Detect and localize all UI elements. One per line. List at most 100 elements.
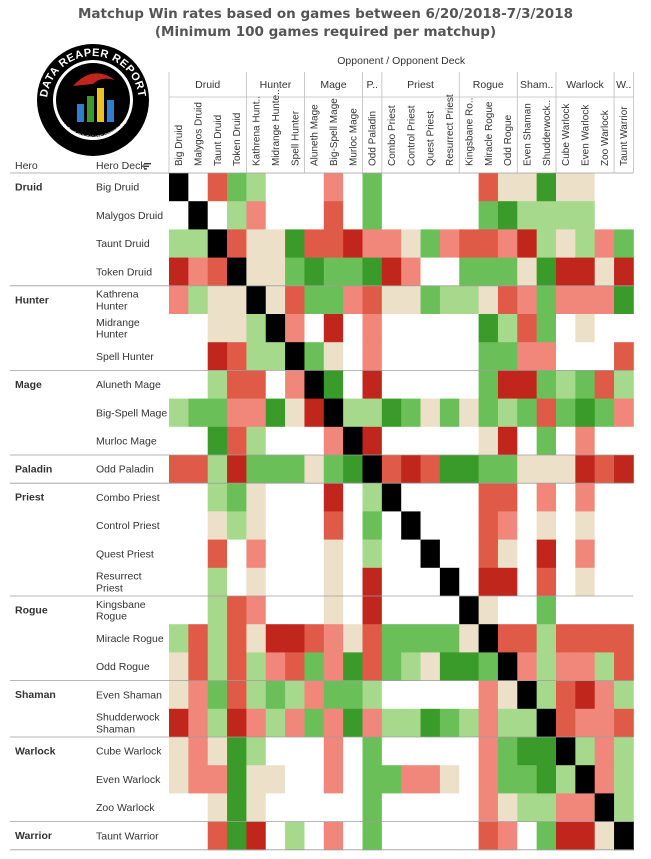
opponent-deck-label: Odd Paladin [368,111,379,166]
heatmap-cell [594,567,615,597]
heatmap-cell [343,652,363,681]
heatmap-cell [381,201,402,230]
heatmap-cell [381,370,402,399]
heatmap-cell [497,821,518,851]
sort-descending-icon[interactable] [144,163,151,170]
heatmap-cell [420,680,441,710]
heatmap-cell [323,342,344,371]
heatmap-cell [478,680,499,710]
heatmap-cell [478,652,499,681]
heatmap-cell [265,680,286,710]
heatmap-cell [265,567,286,597]
heatmap-cell [439,539,460,569]
heatmap-cell [188,765,209,794]
heatmap-cell [517,173,538,202]
hero-deck-label: Kathrena [96,289,139,301]
heatmap-cell [575,483,596,512]
hero-deck-label: Odd Rogue [96,661,150,673]
heatmap-cell [575,567,596,597]
heatmap-cell [594,285,615,315]
heatmap-cell [323,765,344,794]
heatmap-cell [323,173,344,202]
opponent-deck-label: Control Priest [406,105,417,166]
heatmap-cell [323,567,344,597]
heatmap-cell [614,821,634,851]
heatmap-cell [594,314,615,343]
heatmap-cell [420,201,441,230]
chart-title: Matchup Win rates based on games between… [78,6,573,22]
heatmap-cell [188,173,209,202]
opponent-deck-label: Quest Priest [426,111,437,166]
heatmap-cell [285,483,305,512]
heatmap-cell [614,596,634,625]
heatmap-cell [575,257,596,287]
heatmap-cell [246,821,267,851]
heatmap-cell [227,201,247,230]
heatmap-cell [401,173,421,202]
opponent-class-header: Warlock [566,79,604,91]
heatmap-cell [304,793,325,822]
heatmap-cell [343,229,363,258]
heatmap-cell [207,201,228,230]
heatmap-cell [381,821,402,851]
hero-deck-label: Big Druid [96,182,139,194]
heatmap-cell [575,285,596,315]
hero-header-label: Hero [15,160,38,172]
opponent-deck-label: Miracle Rogue [484,101,495,166]
heatmap-cell [478,793,499,822]
opponent-deck-label: Midrange Hunte.. [271,89,282,166]
heatmap-cell [188,511,209,540]
heatmap-cell [575,708,596,738]
heatmap-cell [285,539,305,569]
heatmap-cell [439,342,460,371]
heatmap-cell [227,511,247,540]
heatmap-cell [188,567,209,597]
heatmap-cell [497,624,518,653]
heatmap-cell [323,398,344,428]
heatmap-cell [285,201,305,230]
opponent-deck-label: Zoo Warlock [600,109,611,166]
heatmap-cell [478,483,499,512]
heatmap-cell [401,793,421,822]
heatmap-cell [169,511,189,540]
heatmap-cell [478,285,499,315]
heatmap-cell [207,229,228,258]
heatmap-cell [304,285,325,315]
heatmap-cell [439,821,460,851]
heatmap-cell [285,821,305,851]
heatmap-cell [556,285,576,315]
heatmap-cell [401,426,421,456]
heatmap-cell [614,652,634,681]
heatmap-cell [614,201,634,230]
opponent-deck-label: Shudderwock.. [542,100,553,166]
heatmap-cell [265,398,286,428]
opponent-deck-label: Resurrect Priest [445,94,456,166]
heatmap-cell [362,680,383,710]
heatmap-cell [497,342,518,371]
heatmap-cell [381,483,402,512]
heatmap-cell [401,567,421,597]
heatmap-cell [459,483,479,512]
heatmap-cell [362,793,383,822]
heatmap-cell [614,511,634,540]
heatmap-cell [439,567,460,597]
heatmap-cell [246,737,267,766]
heatmap-cell [246,708,267,738]
heatmap-cell [517,314,538,343]
heatmap-cell [401,285,421,315]
heatmap-cell [420,596,441,625]
opponent-class-header: Sham.. [520,79,553,91]
heatmap-cell [478,511,499,540]
heatmap-cell [497,398,518,428]
heatmap-cell [459,342,479,371]
heatmap-cell [575,793,596,822]
heatmap-cell [439,483,460,512]
heatmap-cell [614,680,634,710]
heatmap-cell [401,201,421,230]
heatmap-cell [343,539,363,569]
heatmap-cell [614,173,634,202]
heatmap-cell [575,229,596,258]
heatmap-cell [381,173,402,202]
heatmap-cell [343,426,363,456]
